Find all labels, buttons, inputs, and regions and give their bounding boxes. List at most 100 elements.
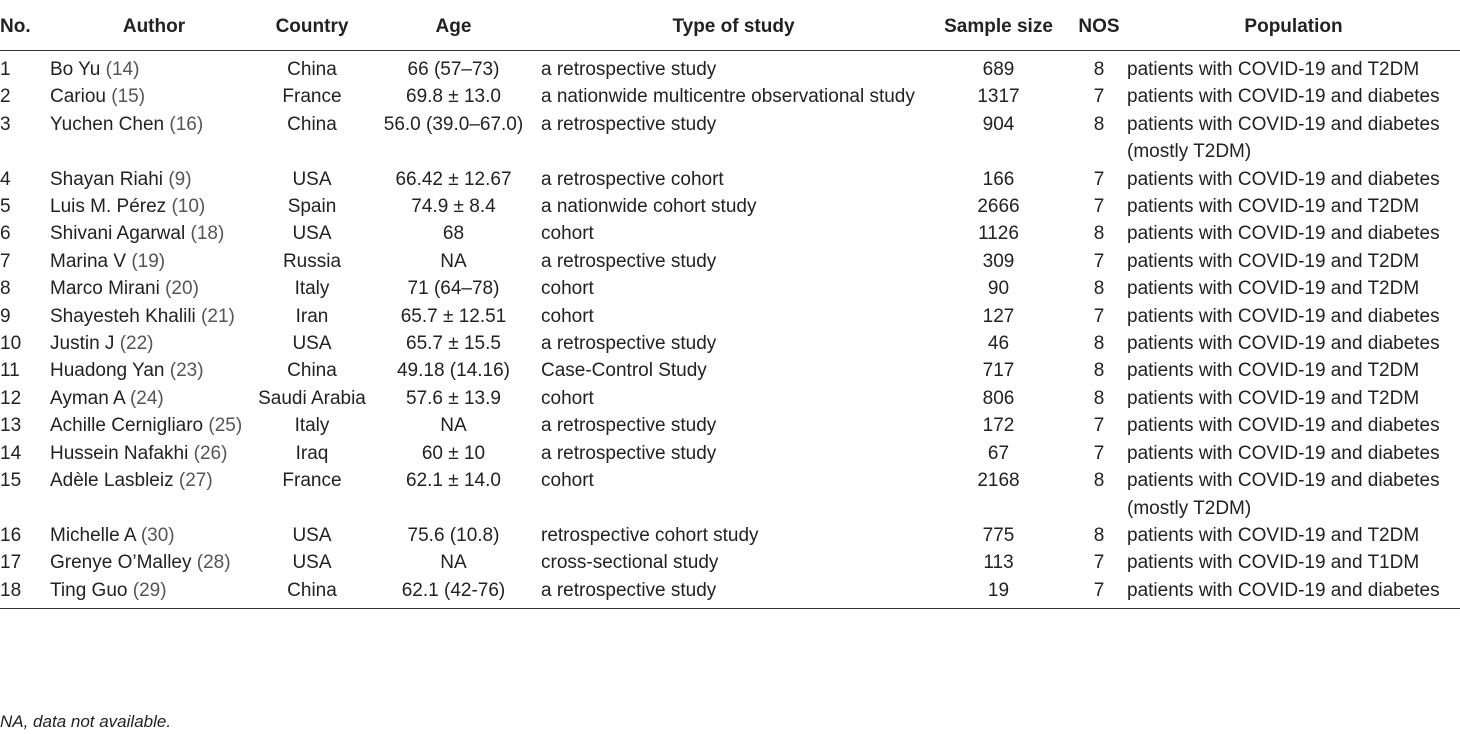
cell-author: Adèle Lasbleiz (27) [50,467,258,522]
header-country: Country [275,16,349,38]
cell-age: NA [440,250,467,272]
reference-number[interactable]: 26 [199,442,222,464]
reference-number[interactable]: 22 [126,333,148,355]
reference-link[interactable]: (16) [169,113,204,135]
reference-number[interactable]: 14 [111,59,134,80]
cell-no: 13 [0,415,22,437]
cell-sample-size: 67 [987,442,1010,464]
reference-number[interactable]: 20 [171,278,193,300]
cell-country: China [287,59,337,80]
reference-number[interactable]: 16 [175,113,197,135]
reference-number[interactable]: 30 [147,524,169,546]
reference-link[interactable]: (15) [111,86,146,108]
cell-sample-size: 166 [982,168,1015,190]
cell-age: 60 ± 10 [421,442,486,464]
author-name: Marco Mirani [50,278,160,300]
cell-no: 7 [0,250,11,272]
cell-nos: 8 [1093,470,1105,492]
cell-country: China [287,360,337,382]
cell-country: USA [292,333,332,355]
reference-link[interactable]: (28) [196,552,231,574]
reference-number[interactable]: 10 [177,196,199,218]
cell-country: Spain [287,196,337,218]
cell-author: Grenye O’Malley (28) [50,549,258,576]
reference-link[interactable]: (30) [140,524,175,546]
reference-link[interactable]: (25) [208,415,243,437]
cell-age: 49.18 (14.16) [396,360,511,382]
cell-nos: 7 [1093,168,1105,190]
cell-sample-size: 309 [982,250,1015,272]
cell-country: France [282,86,342,108]
reference-link[interactable]: (24) [129,387,164,409]
reference-link[interactable]: (29) [132,579,167,601]
table-row: 4 Shayan Riahi (9) USA 66.42 ± 12.67 a retro… [0,166,1460,193]
table-row: 8 Marco Mirani (20) Italy 71 (64–78) cohort 9… [0,275,1460,302]
author-name: Ting Guo [50,579,128,601]
table-row: 9 Shayesteh Khalili (21) Iran 65.7 ± 12.51 c… [0,303,1460,330]
reference-number[interactable]: 24 [136,387,158,409]
reference-number[interactable]: 15 [117,86,139,108]
reference-number[interactable]: 19 [137,250,159,272]
reference-link[interactable]: (14) [105,59,140,80]
cell-author: Luis M. Pérez (10) [50,193,258,220]
cell-sample-size: 113 [983,552,1014,574]
table-row: 15 Adèle Lasbleiz (27) France 62.1 ± 14.0 co… [0,467,1460,522]
author-name: Luis M. Pérez [50,196,167,218]
cell-population: patients with COVID-19 and diabetes [1127,223,1440,245]
reference-link[interactable]: (26) [193,442,228,464]
cell-author: Shayesteh Khalili (21) [50,303,258,330]
table-body: 1 Bo Yu (14) China 66 (57–73) a retrospectiv… [0,51,1460,609]
reference-link[interactable]: (10) [171,196,206,218]
cell-nos: 8 [1093,59,1105,80]
reference-link[interactable]: (21) [201,305,235,327]
author-name: Yuchen Chen [50,113,165,135]
reference-number[interactable]: 29 [139,579,161,601]
reference-link[interactable]: (23) [169,360,204,382]
reference-number[interactable]: 25 [214,415,236,437]
cell-no: 1 [0,59,11,80]
cell-sample-size: 904 [982,113,1015,135]
reference-number[interactable]: 9 [174,168,186,190]
reference-number[interactable]: 28 [203,552,225,574]
cell-nos: 7 [1093,196,1105,218]
reference-number[interactable]: 21 [207,305,229,327]
cell-type-of-study: a nationwide cohort study [541,196,757,218]
cell-population: patients with COVID-19 and diabetes [1127,415,1440,437]
cell-age: 62.1 ± 14.0 [406,470,501,492]
cell-age: 65.7 ± 12.51 [400,305,507,327]
table-row: 1 Bo Yu (14) China 66 (57–73) a retrospectiv… [0,51,1460,84]
cell-country: Italy [294,278,330,300]
cell-population: patients with COVID-19 and diabetes [1127,333,1440,355]
cell-no: 2 [0,86,11,108]
cell-country: France [282,470,342,492]
cell-population: patients with COVID-19 and diabetes [1127,579,1440,601]
reference-link[interactable]: (19) [131,250,166,272]
table-row: 18 Ting Guo (29) China 62.1 (42-76) a retros… [0,577,1460,609]
cell-no: 4 [0,168,11,190]
cell-age: 68 [442,223,465,245]
reference-number[interactable]: 18 [196,223,218,245]
reference-link[interactable]: (27) [178,470,213,492]
cell-sample-size: 127 [982,305,1015,327]
table-row: 16 Michelle A (30) USA 75.6 (10.8) retrospec… [0,522,1460,549]
cell-type-of-study: a retrospective study [541,113,717,135]
cell-sample-size: 717 [982,360,1015,382]
cell-sample-size: 46 [987,333,1010,355]
table-header: No. Author Country Age Type of study Sam… [0,8,1460,51]
cell-type-of-study: Case-Control Study [541,360,707,382]
author-name: Shivani Agarwal [50,223,186,245]
cell-no: 16 [0,524,22,546]
table-row: 14 Hussein Nafakhi (26) Iraq 60 ± 10 a retro… [0,440,1460,467]
reference-link[interactable]: (18) [190,223,225,245]
reference-number[interactable]: 23 [176,360,198,382]
cell-author: Shivani Agarwal (18) [50,220,258,247]
reference-number[interactable]: 27 [185,470,207,492]
reference-link[interactable]: (22) [119,333,154,355]
cell-no: 6 [0,223,11,245]
reference-link[interactable]: (20) [165,278,199,300]
cell-no: 14 [0,442,22,464]
cell-type-of-study: a retrospective study [541,442,717,464]
reference-link[interactable]: (9) [168,168,192,190]
cell-type-of-study: cohort [541,278,594,300]
cell-country: USA [292,168,332,190]
